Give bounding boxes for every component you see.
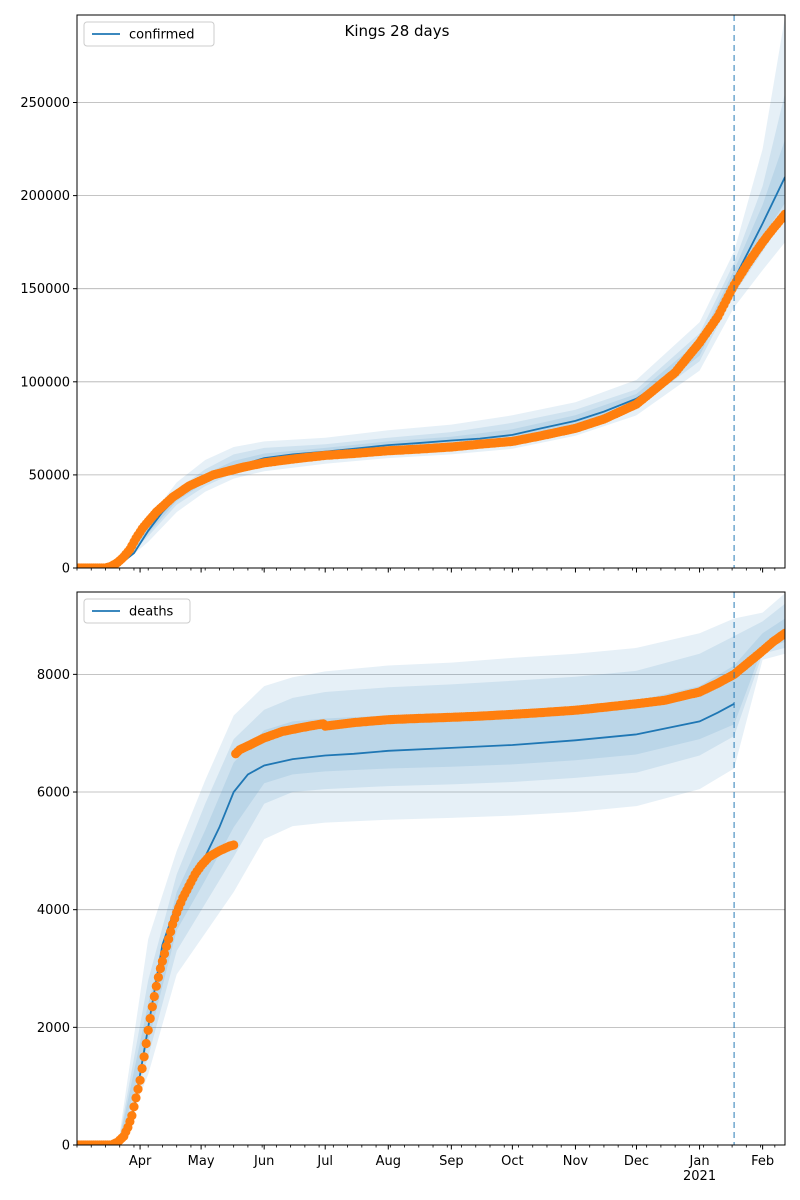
deaths-observed-point — [143, 1025, 153, 1035]
confirmed-panel: 0 50000 100000 150000 200000 250000 confirmed — [20, 14, 786, 577]
deaths-observed-point — [166, 927, 176, 937]
confirmed-y-tick-label: 150000 — [20, 282, 70, 297]
deaths-observed-point — [133, 1084, 143, 1094]
deaths-y-tick-label: 6000 — [37, 786, 70, 801]
deaths-observed-point — [129, 1102, 139, 1112]
deaths-observed-point — [139, 1052, 149, 1062]
deaths-x-tick-label: Jun — [253, 1154, 274, 1169]
deaths-observed-point — [780, 628, 785, 638]
deaths-y-tick-label: 0 — [62, 1139, 70, 1154]
deaths-observed-point — [157, 956, 167, 966]
deaths-legend-label: deaths — [129, 605, 174, 620]
deaths-observed-point — [127, 1111, 137, 1121]
confirmed-x-axis — [76, 568, 776, 573]
deaths-axes-frame — [76, 591, 786, 1146]
figure-title: Kings 28 days — [345, 22, 450, 40]
deaths-observed-point — [159, 949, 170, 959]
deaths-x-tick-label: Nov — [563, 1154, 589, 1169]
confirmed-y-axis: 0 50000 100000 150000 200000 250000 — [20, 96, 77, 577]
confirmed-y-tick-label: 250000 — [20, 96, 70, 111]
deaths-panel: 0 2000 4000 6000 8000 Apr May Jun Jul Aug Sep Oct N… — [37, 591, 786, 1184]
confirmed-observed-point — [780, 209, 785, 219]
confirmed-uncertainty-band — [119, 93, 785, 566]
deaths-grid — [77, 673, 785, 1028]
deaths-x-tick-label: Oct — [501, 1154, 523, 1169]
confirmed-legend-box — [83, 21, 215, 47]
confirmed-y-tick-label: 0 — [62, 562, 70, 577]
deaths-y-tick-label: 8000 — [37, 668, 70, 683]
deaths-observed-point — [141, 1038, 151, 1049]
deaths-legend: deaths — [83, 598, 191, 624]
deaths-x-tick-label: Aug — [376, 1154, 401, 1169]
confirmed-grid — [77, 102, 785, 476]
confirmed-y-tick-label: 50000 — [29, 468, 70, 483]
deaths-x-tick-label: 2021 — [683, 1169, 716, 1184]
deaths-legend-box — [83, 598, 191, 624]
confirmed-axes-frame — [76, 14, 786, 569]
deaths-x-tick-label: Jan — [689, 1154, 710, 1169]
deaths-observed-point — [155, 963, 165, 974]
deaths-x-tick-label: Jul — [316, 1154, 333, 1169]
deaths-x-tick-label: Apr — [129, 1154, 152, 1169]
deaths-observed-point — [131, 1093, 141, 1103]
deaths-x-tick-label: May — [188, 1154, 215, 1169]
deaths-y-tick-label: 4000 — [37, 903, 70, 918]
deaths-observed-point — [147, 1002, 157, 1012]
deaths-uncertainty-band — [119, 618, 785, 1144]
confirmed-legend: confirmed — [83, 21, 215, 47]
deaths-uncertainty-band — [119, 603, 785, 1144]
deaths-observed-point — [145, 1013, 155, 1024]
deaths-observed-point — [137, 1063, 147, 1074]
confirmed-y-tick-label: 200000 — [20, 189, 70, 204]
deaths-x-tick-label: Sep — [439, 1154, 464, 1169]
deaths-x-tick-label: Dec — [624, 1154, 649, 1169]
confirmed-legend-label: confirmed — [129, 28, 195, 43]
confirmed-y-tick-label: 100000 — [20, 375, 70, 390]
deaths-x-tick-label: Feb — [751, 1154, 774, 1169]
deaths-observed-point — [135, 1075, 145, 1085]
deaths-observed-point — [153, 972, 163, 982]
deaths-observed-point — [164, 934, 174, 944]
deaths-observed-point — [149, 991, 159, 1002]
deaths-observed-point — [161, 941, 172, 952]
deaths-y-axis: 0 2000 4000 6000 8000 — [37, 668, 77, 1154]
deaths-observed-point — [151, 981, 161, 991]
deaths-observed-point — [229, 840, 239, 850]
deaths-y-tick-label: 2000 — [37, 1021, 70, 1036]
confirmed-observed-points — [77, 209, 785, 568]
